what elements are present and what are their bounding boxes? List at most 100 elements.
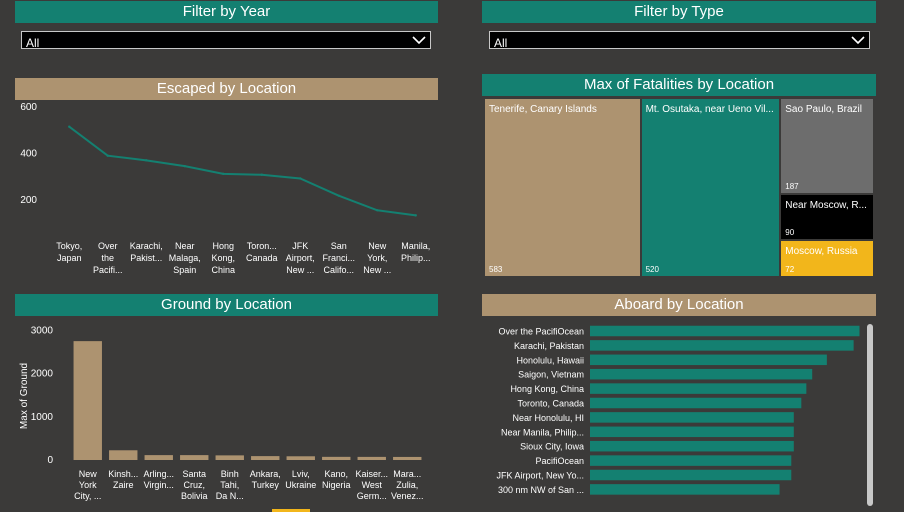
treemap-cell-value: 90 [785, 228, 795, 238]
treemap-cell-value: 520 [645, 265, 659, 274]
treemap-cell-label: Moscow, Russia [785, 246, 858, 258]
bar[interactable] [251, 456, 280, 460]
bar[interactable] [590, 469, 792, 481]
escaped-series-line [68, 125, 416, 217]
bar[interactable] [322, 456, 351, 460]
data-point[interactable] [106, 154, 109, 157]
x-tick-label: Santa Cruz, Bolivia [181, 469, 208, 501]
x-tick-label: Ankara, Turkey [250, 469, 281, 490]
y-tick-label: 200 [20, 195, 37, 206]
data-point[interactable] [337, 194, 340, 197]
y-category-label: Honolulu, Hawaii [516, 355, 584, 365]
bar[interactable] [590, 440, 794, 452]
treemap-cell[interactable]: Moscow, Russia 72 [780, 240, 874, 277]
bar[interactable] [590, 368, 813, 380]
bar[interactable] [393, 456, 422, 460]
x-tick-label: Over the Pacifi... [93, 241, 123, 275]
x-tick-label: New York, New ... [363, 241, 391, 275]
y-tick-label: 0 [47, 455, 53, 466]
escaped-chart-title: Escaped by Location [15, 78, 438, 100]
x-tick-label: JFK Airport, New ... [286, 241, 315, 275]
type-dropdown[interactable]: All [489, 31, 870, 49]
bar[interactable] [590, 383, 807, 394]
bar[interactable] [357, 456, 386, 460]
y-category-label: Karachi, Pakistan [514, 341, 584, 351]
bar[interactable] [144, 455, 173, 460]
y-axis-label: Max of Ground [19, 363, 30, 429]
bar[interactable] [590, 426, 794, 438]
data-point[interactable] [222, 172, 225, 176]
aboard-bar-chart: Over the PacifiOcean Karachi, Pakistan Hon… [496, 325, 860, 495]
x-tick-label: Toron... Canada [246, 241, 278, 263]
data-point[interactable] [145, 159, 148, 162]
bar[interactable] [73, 341, 102, 460]
x-tick-label: Hong Kong, China [211, 241, 235, 275]
treemap-cell-label: Near Moscow, R... [785, 199, 867, 211]
bar[interactable] [590, 484, 780, 495]
bar[interactable] [180, 455, 209, 460]
year-dropdown-value: All [26, 36, 40, 49]
treemap-cell[interactable]: Tenerife, Canary Islands 583 [484, 98, 641, 277]
filter-year-title: Filter by Year [15, 1, 438, 23]
x-tick-label: Near Malaga, Spain [169, 241, 201, 275]
bar[interactable] [590, 455, 792, 466]
data-point[interactable] [260, 173, 263, 176]
y-category-label: JFK Airport, New Yo... [496, 471, 584, 481]
y-category-label: Saigon, Vietnam [518, 370, 584, 380]
x-tick-label: Karachi, Pakist... [130, 241, 163, 263]
y-category-label: Toronto, Canada [517, 399, 584, 409]
y-category-label: Hong Kong, China [510, 384, 584, 394]
escaped-line-chart: 200 400 600 Tokyo, Japan Over the Pacifi... Kara… [20, 102, 431, 275]
treemap-cell[interactable]: Mt. Osutaka, near Ueno Vil... 520 [640, 98, 781, 277]
treemap-cell[interactable]: Sao Paulo, Brazil 187 [780, 98, 874, 194]
y-tick-label: 2000 [31, 369, 54, 380]
x-tick-label: New York City, ... [74, 469, 101, 501]
y-category-label: Near Manila, Philip... [501, 427, 584, 437]
bar[interactable] [215, 455, 244, 460]
x-tick-label: Kano, Nigeria [322, 469, 351, 490]
x-tick-label: Tokyo, Japan [56, 241, 82, 263]
bar[interactable] [590, 412, 794, 423]
data-point[interactable] [376, 209, 379, 212]
treemap-cell-value: 72 [785, 264, 795, 274]
bar[interactable] [590, 397, 802, 409]
data-point[interactable] [68, 125, 71, 128]
chevron-down-icon[interactable] [412, 34, 426, 46]
y-tick-label: 1000 [31, 412, 54, 423]
treemap-cell-value: 583 [489, 265, 503, 274]
x-tick-label: Mara... Zulia, Venez... [391, 469, 424, 501]
fatalities-chart-title: Max of Fatalities by Location [482, 74, 876, 96]
y-tick-label: 600 [20, 102, 37, 113]
filter-type-title: Filter by Type [482, 1, 876, 23]
data-point[interactable] [414, 214, 417, 217]
x-tick-label: Kaiser... West Germ... [355, 469, 388, 501]
treemap-cell-value: 187 [785, 181, 799, 191]
ground-bar-chart: 0 1000 2000 3000 Max of Ground New York City, .… [19, 325, 424, 501]
x-tick-label: Arling... Virgin... [143, 469, 174, 490]
type-dropdown-value: All [494, 36, 508, 49]
treemap-cell[interactable]: Near Moscow, R... 90 [780, 193, 874, 241]
aboard-chart-title: Aboard by Location [482, 294, 876, 316]
bar[interactable] [109, 450, 138, 460]
chevron-down-icon[interactable] [851, 34, 865, 46]
y-tick-label: 400 [20, 148, 37, 159]
fatalities-treemap: Tenerife, Canary Islands 583 Mt. Osutaka, … [484, 98, 874, 277]
y-category-label: Over the PacifiOcean [498, 327, 584, 337]
bar[interactable] [590, 354, 827, 366]
x-tick-label: San Franci... Califo... [322, 241, 355, 275]
treemap-cell-label: Mt. Osutaka, near Ueno Vil... [645, 104, 774, 115]
bar[interactable] [286, 456, 315, 460]
year-dropdown[interactable]: All [21, 31, 431, 49]
y-category-label: PacifiOcean [535, 456, 584, 466]
aboard-scrollbar[interactable] [867, 324, 873, 506]
x-tick-label: Manila, Philip... [401, 241, 431, 263]
x-tick-label: Lviv, Ukraine [285, 469, 316, 490]
treemap-cell-label: Sao Paulo, Brazil [785, 104, 862, 115]
y-category-label: Near Honolulu, HI [512, 413, 584, 423]
data-point[interactable] [299, 177, 302, 180]
bar[interactable] [590, 340, 854, 351]
page-tab-indicator[interactable] [272, 509, 310, 512]
bar[interactable] [590, 325, 860, 337]
data-point[interactable] [183, 164, 186, 168]
treemap-cell-label: Tenerife, Canary Islands [489, 104, 597, 115]
